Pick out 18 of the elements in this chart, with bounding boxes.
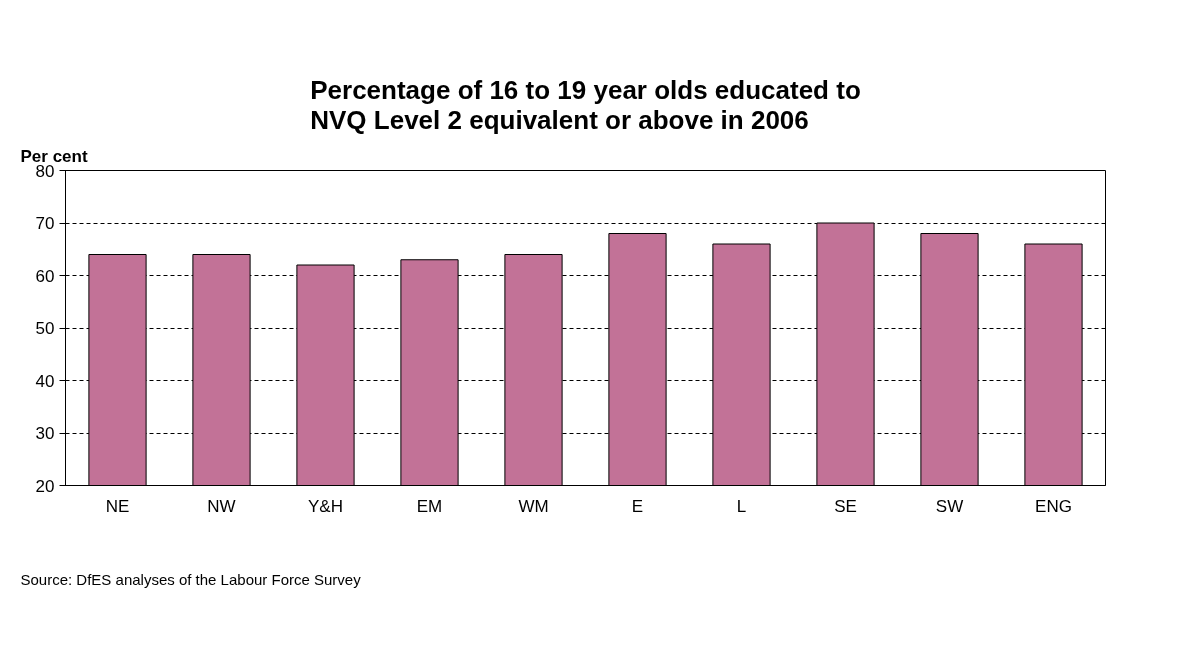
y-tick-label: 70 <box>35 214 55 233</box>
x-tick-label: L <box>736 496 747 516</box>
y-tick-label: 40 <box>35 371 55 391</box>
x-tick-label: WM <box>518 496 549 516</box>
x-tick-label: NE <box>105 496 130 516</box>
y-tick-label: 20 <box>35 476 55 496</box>
chart-title: Percentage of 16 to 19 year olds educated to NVQ Level 2 equivalent or above in 2006 <box>310 74 861 135</box>
x-tick-label: NW <box>207 496 236 516</box>
x-tick-label: SE <box>834 496 857 516</box>
x-tick-label: SW <box>935 496 964 516</box>
x-tick-label: ENG <box>1035 496 1072 516</box>
source-note: Source: DfES analyses of the Labour Force Survey <box>20 570 362 588</box>
x-tick-label: Y&H <box>308 496 343 516</box>
y-tick-label: 30 <box>35 424 55 443</box>
x-tick-label: EM <box>416 496 443 516</box>
y-tick-label: 50 <box>35 319 55 338</box>
x-tick-label: E <box>631 496 644 516</box>
y-tick-label: 60 <box>35 266 55 286</box>
